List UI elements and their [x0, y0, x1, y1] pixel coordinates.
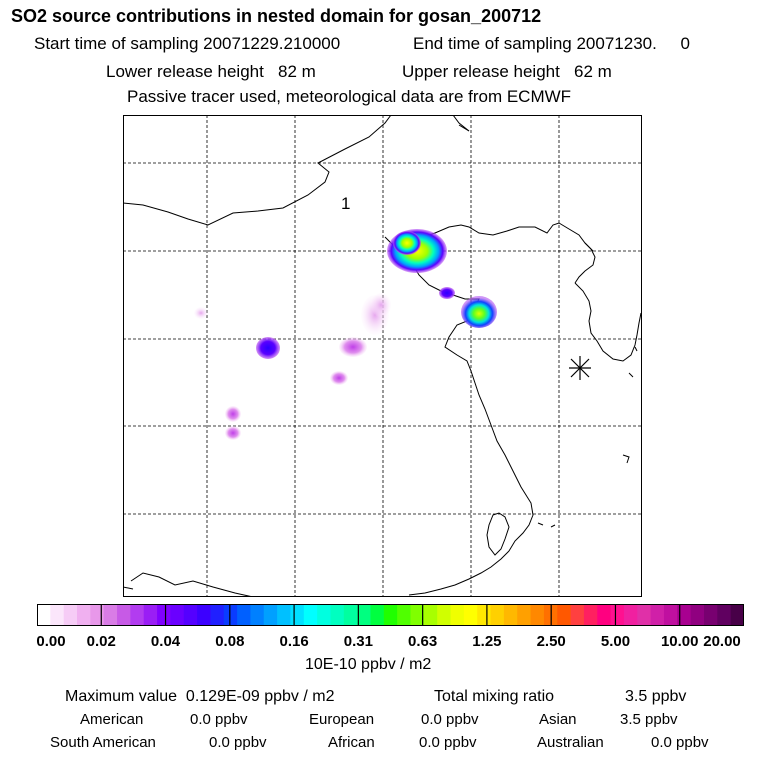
- colorbar-swatch: [130, 604, 145, 626]
- lat-lon-grid: [123, 115, 642, 597]
- colorbar-tick-label: 0.63: [408, 633, 438, 650]
- colorbar: [37, 604, 744, 626]
- colorbar-swatch: [703, 604, 718, 626]
- australian-value: 0.0 ppbv: [651, 734, 709, 751]
- colorbar-swatch: [197, 604, 211, 626]
- colorbar-tick-label: 0.08: [215, 633, 245, 650]
- colorbar-tick-label: 1.25: [472, 633, 502, 650]
- colorbar-swatch: [103, 604, 118, 626]
- south-american-value: 0.0 ppbv: [209, 734, 267, 751]
- total-mixing-label: Total mixing ratio: [434, 688, 555, 705]
- colorbar-swatch: [597, 604, 612, 626]
- colorbar-swatch: [383, 604, 398, 626]
- american-label: American: [80, 711, 144, 728]
- colorbar-swatch: [290, 604, 305, 626]
- colorbar-swatch: [263, 604, 278, 626]
- colorbar-swatch: [357, 604, 371, 626]
- source-region-label: 1: [341, 194, 350, 213]
- colorbar-swatch: [77, 604, 91, 626]
- colorbar-swatch: [183, 604, 198, 626]
- colorbar-swatch: [157, 604, 171, 626]
- colorbar-swatch: [63, 604, 78, 626]
- colorbar-swatch: [370, 604, 385, 626]
- tracer-note-text: Passive tracer used, meteorological data…: [127, 87, 572, 106]
- total-mixing-value: 3.5 ppbv: [625, 688, 687, 705]
- colorbar-swatch: [557, 604, 572, 626]
- colorbar-swatch: [650, 604, 665, 626]
- coastlines: [123, 115, 642, 597]
- colorbar-swatch: [117, 604, 131, 626]
- colorbar-swatch: [90, 604, 105, 626]
- colorbar-border: [37, 604, 744, 626]
- colorbar-swatch: [210, 604, 225, 626]
- lower-release-text: Lower release height 82 m: [106, 62, 316, 81]
- colorbar-swatch: [663, 604, 678, 626]
- colorbar-tick-label: 0.04: [150, 633, 181, 650]
- asian-value: 3.5 ppbv: [620, 711, 678, 728]
- max-value-text: Maximum value 0.129E-09 ppbv / m2: [65, 688, 335, 705]
- gosan-receptor-star-icon: [569, 356, 591, 380]
- colorbar-swatch: [490, 604, 505, 626]
- colorbar-swatch: [170, 604, 185, 626]
- african-value: 0.0 ppbv: [419, 734, 477, 751]
- colorbar-swatch: [503, 604, 518, 626]
- colorbar-swatch: [463, 604, 478, 626]
- colorbar-swatch: [303, 604, 318, 626]
- colorbar-swatch: [583, 604, 598, 626]
- start-time-text: Start time of sampling 20071229.210000: [34, 34, 341, 53]
- colorbar-swatch: [477, 604, 492, 626]
- colorbar-swatch: [610, 604, 625, 626]
- australian-label: Australian: [537, 734, 604, 751]
- colorbar-swatch: [677, 604, 692, 626]
- colorbar-swatch: [143, 604, 158, 626]
- colorbar-swatch: [277, 604, 291, 626]
- colorbar-swatch: [343, 604, 358, 626]
- colorbar-tick-label: 0.16: [279, 633, 309, 650]
- colorbar-tick-label: 20.00: [703, 633, 741, 650]
- colorbar-tick-label: 10.00: [660, 633, 699, 650]
- map-frame: [123, 115, 642, 597]
- colorbar-swatch: [423, 604, 438, 626]
- colorbar-swatch: [50, 604, 65, 626]
- colorbar-swatch: [450, 604, 465, 626]
- upper-release-text: Upper release height 62 m: [402, 62, 612, 81]
- european-label: European: [309, 711, 375, 728]
- colorbar-tick-label: 0.00: [36, 633, 66, 650]
- colorbar-units: 10E-10 ppbv / m2: [305, 656, 432, 673]
- colorbar-swatch: [623, 604, 638, 626]
- colorbar-tick-label: 0.31: [343, 633, 373, 650]
- colorbar-tick-label: 5.00: [600, 633, 631, 650]
- south-american-label: South American: [50, 734, 156, 751]
- end-time-text: End time of sampling 20071230. 0: [413, 34, 690, 53]
- colorbar-swatch: [37, 604, 51, 626]
- colorbar-swatch: [397, 604, 412, 626]
- african-label: African: [328, 734, 375, 751]
- colorbar-swatch: [250, 604, 265, 626]
- colorbar-swatch: [330, 604, 345, 626]
- colorbar-swatch: [437, 604, 452, 626]
- american-value: 0.0 ppbv: [190, 711, 248, 728]
- european-value: 0.0 ppbv: [421, 711, 479, 728]
- colorbar-swatch: [317, 604, 331, 626]
- colorbar-swatch: [570, 604, 585, 626]
- colorbar-swatch: [730, 604, 744, 626]
- concentration-plumes: [194, 229, 497, 440]
- colorbar-tick-label: 2.50: [536, 633, 566, 650]
- colorbar-swatch: [237, 604, 251, 626]
- colorbar-swatch: [717, 604, 732, 626]
- colorbar-swatch: [223, 604, 238, 626]
- colorbar-swatch: [410, 604, 425, 626]
- colorbar-swatch: [517, 604, 532, 626]
- page-title: SO2 source contributions in nested domai…: [11, 6, 542, 26]
- asian-label: Asian: [539, 711, 577, 728]
- colorbar-swatch: [637, 604, 652, 626]
- colorbar-tick-label: 0.02: [86, 633, 116, 650]
- colorbar-swatch: [690, 604, 705, 626]
- map-panel: 1: [123, 115, 642, 597]
- colorbar-swatch: [530, 604, 545, 626]
